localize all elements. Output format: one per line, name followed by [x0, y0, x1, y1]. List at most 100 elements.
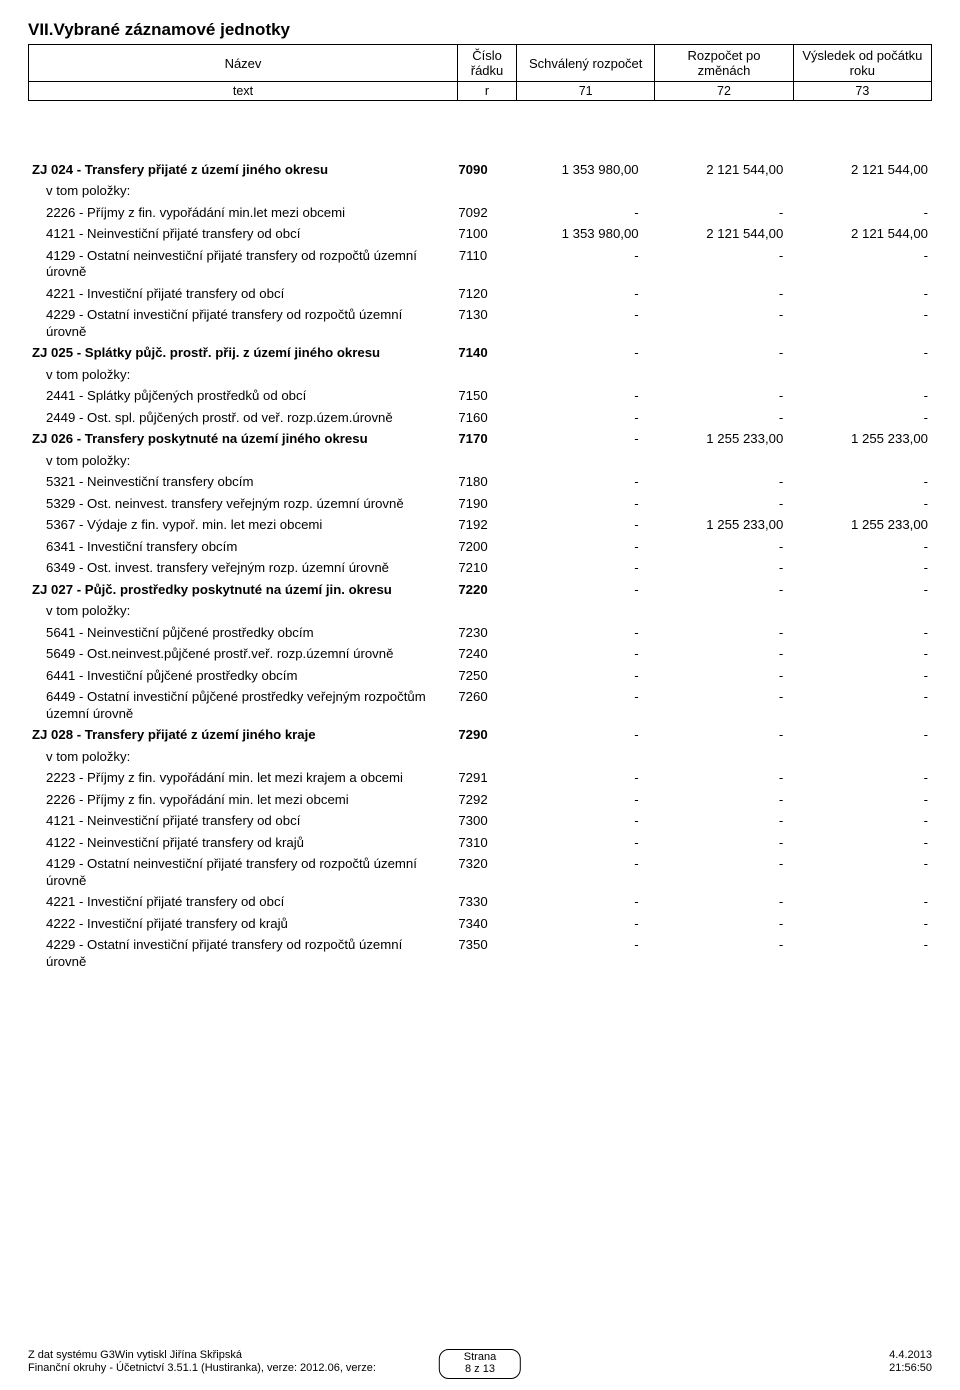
table-row: 6341 - Investiční transfery obcím7200---: [28, 536, 932, 558]
header-table: Název Číslo řádku Schválený rozpočet Roz…: [28, 44, 932, 101]
row-val-3: -: [787, 687, 932, 725]
table-row: 4221 - Investiční přijaté transfery od o…: [28, 283, 932, 305]
row-number: 7330: [448, 892, 498, 914]
row-val-3: -: [787, 789, 932, 811]
row-name: 4129 - Ostatní neinvestiční přijaté tran…: [28, 854, 448, 892]
row-val-2: 2 121 544,00: [643, 159, 788, 181]
row-val-3: -: [787, 305, 932, 343]
row-name: ZJ 027 - Půjč. prostředky poskytnuté na …: [28, 579, 448, 601]
header-col2-sub: 72: [655, 82, 793, 101]
table-row: 2226 - Příjmy z fin. vypořádání min. let…: [28, 789, 932, 811]
row-val-3: 1 255 233,00: [787, 515, 932, 537]
row-val-1: -: [498, 725, 643, 747]
footer: Z dat systému G3Win vytiskl Jiřína Skřip…: [28, 1349, 932, 1377]
table-row: 6441 - Investiční půjčené prostředky obc…: [28, 665, 932, 687]
row-number: 7260: [448, 687, 498, 725]
row-val-3: -: [787, 768, 932, 790]
footer-left-line2: Finanční okruhy - Účetnictví 3.51.1 (Hus…: [28, 1362, 408, 1376]
row-val-3: [787, 746, 932, 768]
page: VII.Vybrané záznamové jednotky Název Čís…: [0, 0, 960, 1390]
row-val-3: -: [787, 343, 932, 365]
row-val-2: -: [643, 386, 788, 408]
row-name: 2449 - Ost. spl. půjčených prostř. od ve…: [28, 407, 448, 429]
row-number: 7150: [448, 386, 498, 408]
table-row: v tom položky:: [28, 364, 932, 386]
table-row: 2226 - Příjmy z fin. vypořádání min.let …: [28, 202, 932, 224]
header-rownum-sub: r: [458, 82, 517, 101]
table-row: 4129 - Ostatní neinvestiční přijaté tran…: [28, 854, 932, 892]
row-name: ZJ 025 - Splátky půjč. prostř. přij. z ú…: [28, 343, 448, 365]
row-val-3: -: [787, 935, 932, 973]
footer-page-label: Strana: [464, 1351, 496, 1364]
row-val-3: [787, 601, 932, 623]
row-val-2: [643, 364, 788, 386]
row-number: 7350: [448, 935, 498, 973]
row-number: 7320: [448, 854, 498, 892]
row-val-2: -: [643, 892, 788, 914]
row-number: 7310: [448, 832, 498, 854]
row-val-2: -: [643, 854, 788, 892]
row-val-1: -: [498, 892, 643, 914]
row-val-3: 2 121 544,00: [787, 224, 932, 246]
row-number: 7230: [448, 622, 498, 644]
table-row: 4222 - Investiční přijaté transfery od k…: [28, 913, 932, 935]
row-val-1: [498, 450, 643, 472]
row-number: 7180: [448, 472, 498, 494]
row-val-1: -: [498, 935, 643, 973]
row-val-1: -: [498, 832, 643, 854]
row-val-2: -: [643, 407, 788, 429]
row-val-1: [498, 601, 643, 623]
data-area: ZJ 024 - Transfery přijaté z území jinéh…: [28, 159, 932, 973]
row-val-3: -: [787, 665, 932, 687]
row-val-2: [643, 746, 788, 768]
row-number: 7120: [448, 283, 498, 305]
row-val-1: -: [498, 665, 643, 687]
row-name: 4221 - Investiční přijaté transfery od o…: [28, 892, 448, 914]
row-val-1: -: [498, 536, 643, 558]
row-val-2: -: [643, 283, 788, 305]
row-val-2: -: [643, 472, 788, 494]
row-val-1: -: [498, 854, 643, 892]
table-row: 4221 - Investiční přijaté transfery od o…: [28, 892, 932, 914]
row-val-1: [498, 181, 643, 203]
footer-date: 4.4.2013: [772, 1349, 932, 1363]
row-val-2: -: [643, 725, 788, 747]
row-name: 5329 - Ost. neinvest. transfery veřejným…: [28, 493, 448, 515]
row-val-3: -: [787, 202, 932, 224]
row-val-3: 2 121 544,00: [787, 159, 932, 181]
section-title: VII.Vybrané záznamové jednotky: [28, 20, 932, 40]
row-val-3: -: [787, 245, 932, 283]
footer-left-line1: Z dat systému G3Win vytiskl Jiřína Skřip…: [28, 1349, 408, 1363]
header-rownum: Číslo řádku: [458, 45, 517, 82]
row-val-2: -: [643, 493, 788, 515]
row-val-1: -: [498, 811, 643, 833]
row-number: 7100: [448, 224, 498, 246]
row-number: [448, 746, 498, 768]
row-val-1: -: [498, 493, 643, 515]
row-number: 7170: [448, 429, 498, 451]
row-name: 4229 - Ostatní investiční přijaté transf…: [28, 305, 448, 343]
row-val-1: -: [498, 472, 643, 494]
table-row: 2223 - Příjmy z fin. vypořádání min. let…: [28, 768, 932, 790]
row-val-2: -: [643, 644, 788, 666]
row-number: 7300: [448, 811, 498, 833]
row-val-2: -: [643, 245, 788, 283]
data-table: ZJ 024 - Transfery přijaté z území jinéh…: [28, 159, 932, 973]
row-number: 7240: [448, 644, 498, 666]
footer-page-value: 8 z 13: [464, 1363, 496, 1376]
row-name: v tom položky:: [28, 601, 448, 623]
row-name: 5367 - Výdaje z fin. vypoř. min. let mez…: [28, 515, 448, 537]
table-row: ZJ 027 - Půjč. prostředky poskytnuté na …: [28, 579, 932, 601]
row-name: v tom položky:: [28, 181, 448, 203]
row-number: [448, 601, 498, 623]
row-val-1: -: [498, 305, 643, 343]
row-val-2: -: [643, 343, 788, 365]
row-val-2: [643, 181, 788, 203]
row-val-2: -: [643, 832, 788, 854]
row-name: v tom položky:: [28, 364, 448, 386]
footer-page-box: Strana 8 z 13: [439, 1349, 521, 1379]
row-val-3: -: [787, 832, 932, 854]
row-val-2: -: [643, 622, 788, 644]
row-val-2: -: [643, 665, 788, 687]
table-row: v tom položky:: [28, 746, 932, 768]
